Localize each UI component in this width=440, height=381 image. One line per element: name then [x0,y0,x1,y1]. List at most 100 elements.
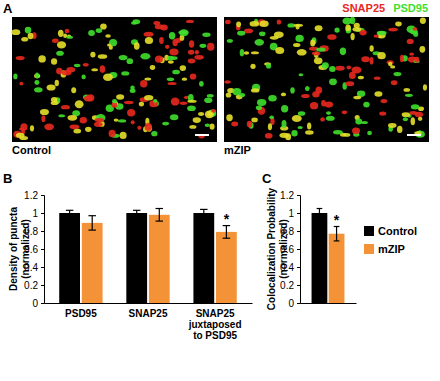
punctum [74,64,81,67]
punctum [116,94,124,99]
punctum [144,95,153,101]
error-bar [317,209,323,218]
punctum [13,74,17,80]
punctum [169,32,175,39]
punctum [52,39,59,44]
x-tick-label-line: PSD95 [65,308,97,319]
punctum [41,115,45,122]
y-tick-label: 1 [288,208,294,219]
punctum [194,55,203,60]
punctum [250,21,260,27]
y-tick: 1 [32,208,44,219]
punctum [333,130,343,134]
punctum [363,102,369,108]
significance-marker: * [224,211,230,227]
chart: 00.20.40.60.811.2PSD95SNAP25SNAP25juxtap… [8,190,253,341]
error-bar-stem [159,209,160,222]
punctum [98,54,107,59]
punctum [345,81,354,86]
error-bar-stem [226,226,227,239]
punctum [265,133,273,139]
punctum [345,25,351,32]
punctum [405,94,413,97]
punctum [343,133,350,137]
punctum [186,20,194,23]
y-tick-mark [297,267,300,268]
punctum [151,131,157,136]
punctum [81,75,85,80]
punctum [103,73,113,81]
punctum [144,32,154,37]
punctum [251,117,258,122]
punctum [349,72,356,79]
punctum [391,80,398,85]
punctum [373,34,378,37]
punctum [377,31,387,36]
punctum [414,57,419,63]
punctum [268,95,276,101]
punctum [315,25,323,31]
punctum [240,93,246,97]
punctum [320,117,325,121]
punctum [312,51,321,55]
punctum [205,124,210,127]
punctum [367,131,372,135]
punctum [395,21,402,26]
punctum [62,70,72,76]
punctum [293,43,300,47]
y-tick-label: 1.2 [24,190,38,201]
error-bar [200,209,207,216]
punctum [58,30,64,37]
punctum [180,102,188,105]
punctum [326,111,331,115]
punctum [397,126,403,133]
punctum [388,28,398,32]
x-tick: SNAP25juxtaposedto PSD95 [188,303,242,341]
punctum [379,111,386,115]
punctum [403,117,408,121]
punctum [187,100,196,103]
punctum [400,55,404,63]
punctum [100,65,106,73]
punctum [295,35,303,42]
punctum [168,60,174,63]
punctum [189,40,194,48]
punctum [294,24,303,27]
punctum [291,130,297,136]
legend-swatch [364,244,374,254]
x-tick-label: SNAP25juxtaposedto PSD95 [188,308,242,341]
punctum [374,91,382,97]
punctum [329,78,337,85]
y-tick-mark [297,285,300,286]
punctum [370,45,374,52]
punctum [137,126,141,130]
punctum [57,41,66,48]
punctum [193,117,201,123]
punctum [301,94,310,98]
condition-label: Control [12,144,51,156]
punctum [61,105,70,109]
significance-marker: * [334,212,340,228]
punctum [202,33,210,37]
punctum [150,65,156,70]
punctum [28,33,34,40]
punctum [244,28,253,33]
y-tick-label: 1 [32,208,38,219]
y-axis-title-line: Density of puncta [8,207,19,291]
punctum [167,56,173,61]
punctum [409,52,414,55]
punctum [66,36,73,39]
punctum [305,130,314,134]
punctum [236,21,241,27]
punctum [144,77,151,80]
punctum [420,18,426,24]
punctum [298,111,305,116]
micrograph-background [12,17,217,142]
punctum [145,123,152,131]
y-tick: 1.2 [24,190,44,201]
x-axis [301,303,357,305]
punctum [155,56,163,63]
error-bar-cap [317,208,323,209]
punctum [251,51,259,54]
punctum [167,78,174,82]
